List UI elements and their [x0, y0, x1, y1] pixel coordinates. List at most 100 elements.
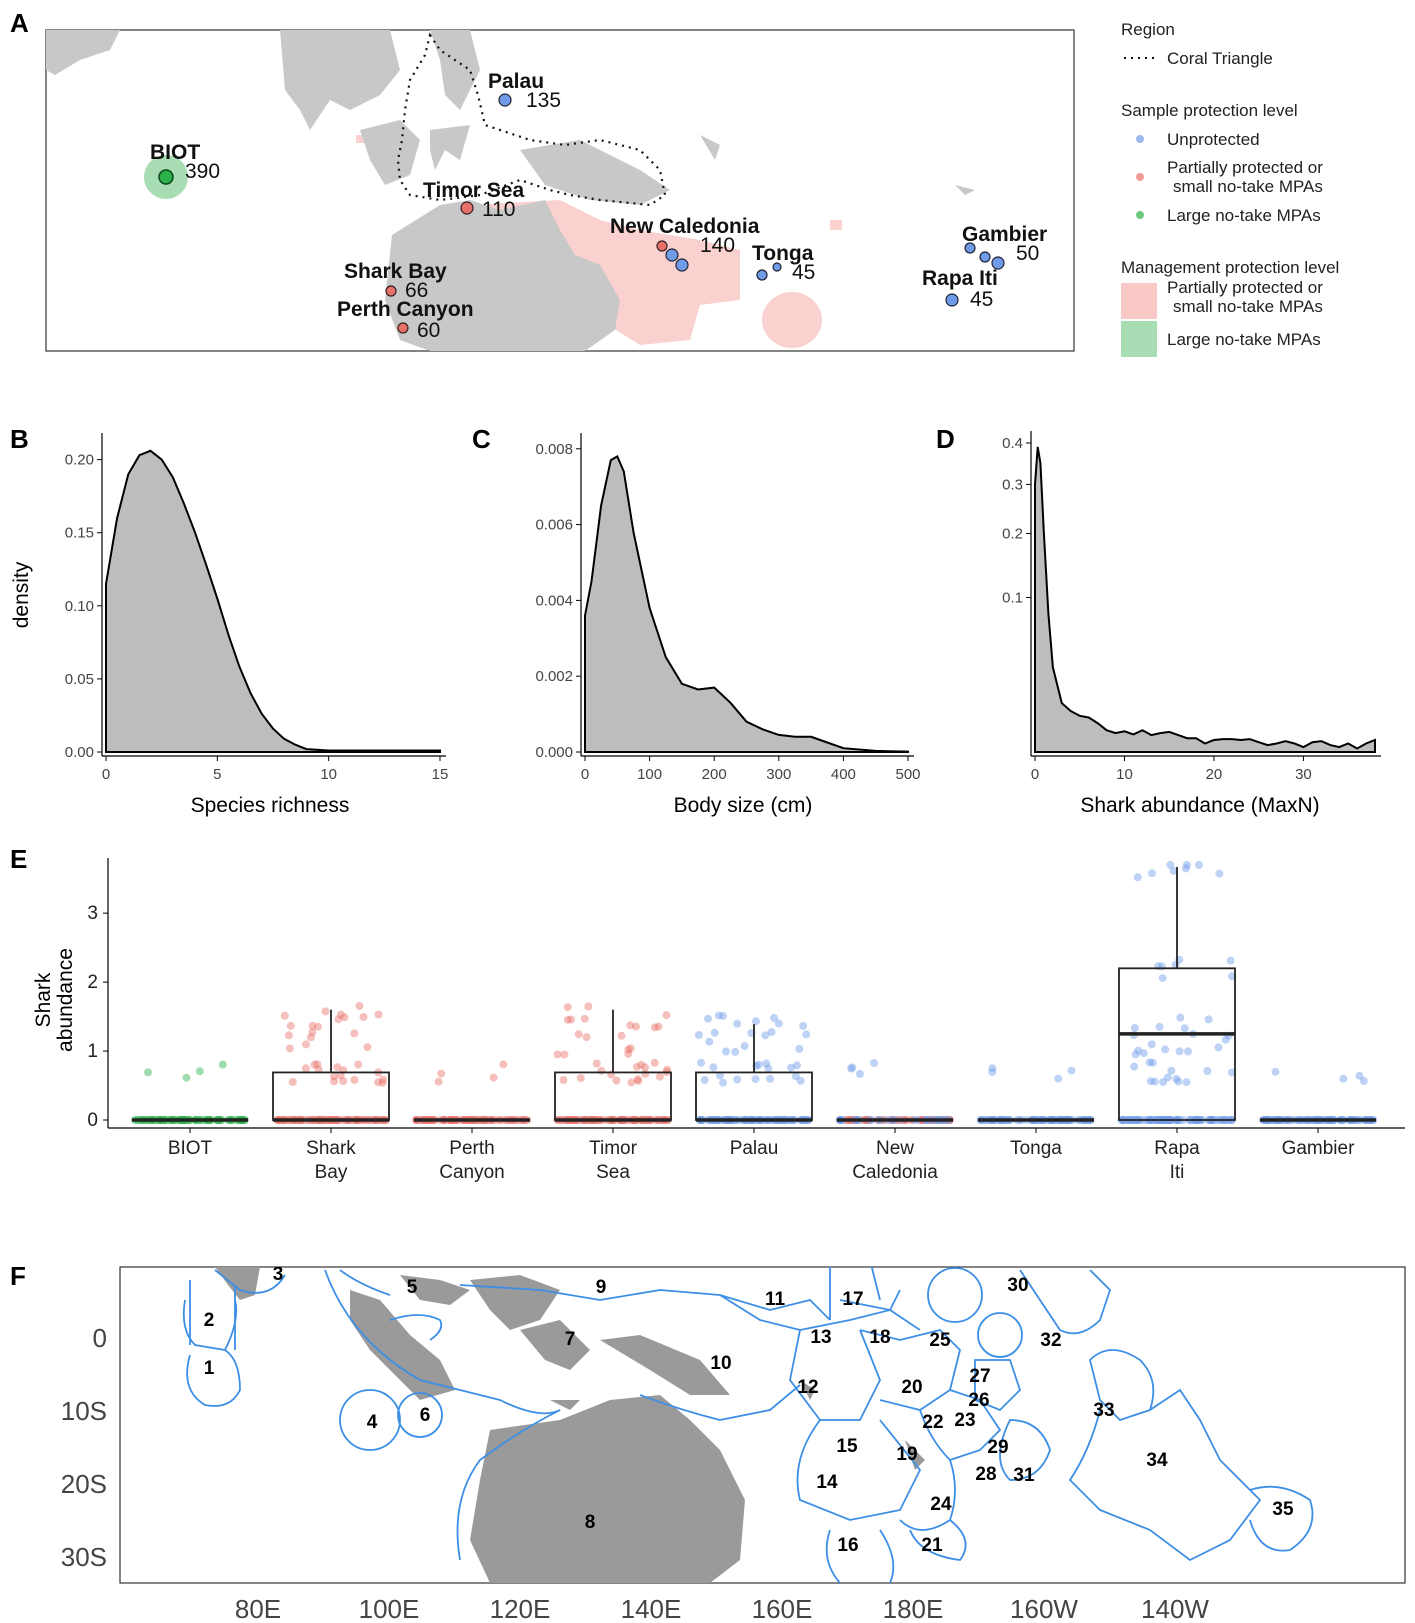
e-jitter-point	[714, 1011, 723, 1020]
c-ytick-label: 0.002	[535, 668, 573, 685]
legend-dot-partial	[1136, 173, 1144, 181]
e-jitter-point	[1167, 1066, 1176, 1075]
e-y-axis-label-1: Shark	[32, 972, 55, 1027]
e-jitter-point	[655, 1072, 664, 1081]
f-xtick-140e: 140E	[621, 1594, 682, 1623]
f-xtick-80e: 80E	[235, 1594, 281, 1623]
e-jitter-point	[751, 1075, 760, 1084]
e-jitter-point	[1203, 1067, 1212, 1075]
eco-label-18: 18	[869, 1327, 890, 1348]
site-count-palau: 135	[526, 89, 561, 112]
e-jitter-point	[799, 1022, 808, 1030]
e-jitter-point	[1195, 860, 1203, 869]
legend-sample-large: Large no-take MPAs	[1167, 206, 1321, 225]
f-ytick-20s: 20S	[61, 1469, 107, 1499]
eco-label-29: 29	[987, 1437, 1008, 1458]
e-jitter-point	[553, 1050, 562, 1059]
e-jitter-point	[1169, 866, 1178, 875]
e-jitter-point	[1175, 1047, 1184, 1056]
legend-dot-unprotected	[1136, 135, 1144, 143]
legend-sample-title: Sample protection level	[1121, 101, 1298, 120]
e-jitter-point	[774, 1019, 783, 1028]
e-jitter-point	[374, 1078, 383, 1087]
site-name-palau: Palau	[488, 70, 544, 93]
c-xtick-label: 100	[637, 766, 662, 783]
e-xtick-label: New	[876, 1138, 914, 1159]
f-ytick-0: 0	[93, 1323, 107, 1353]
e-jitter-point	[330, 1072, 338, 1081]
eco-label-1: 1	[204, 1358, 215, 1379]
f-xtick-160w: 160W	[1010, 1594, 1078, 1623]
site-name-shark-bay: Shark Bay	[344, 260, 447, 283]
e-jitter-point	[313, 1060, 322, 1069]
site-markers	[158, 93, 1005, 334]
e-jitter-point	[567, 1015, 575, 1024]
e-jitter-point	[378, 1078, 387, 1087]
e-jitter-point	[195, 1067, 204, 1076]
e-jitter-point	[870, 1059, 879, 1067]
eco-label-10: 10	[710, 1353, 731, 1374]
legend-swatch-large	[1121, 321, 1157, 357]
c-xtick-label: 0	[581, 766, 589, 783]
e-jitter-point	[791, 1072, 800, 1081]
eco-label-30: 30	[1007, 1275, 1028, 1296]
e-jitter-point	[848, 1063, 857, 1072]
ecoregion-numbers: 1 2 3 4 5 6 7 8 9 10 11 12 13 14 15 16 1…	[204, 1264, 1294, 1556]
e-jitter-point	[560, 1050, 569, 1059]
panel-label-b: B	[10, 424, 29, 454]
eco-label-12: 12	[797, 1377, 818, 1398]
e-jitter-point	[1180, 1024, 1189, 1033]
e-jitter-point	[855, 1069, 864, 1078]
d-ytick-label: 0.3	[1002, 476, 1023, 493]
e-jitter-point	[321, 1007, 330, 1016]
e-jitter-point	[710, 1028, 719, 1037]
e-jitter-point	[1148, 1058, 1157, 1067]
e-jitter-point	[1172, 1074, 1181, 1083]
e-jitter-point	[719, 1078, 727, 1087]
coral-triangle-outline	[396, 32, 667, 207]
e-jitter-point	[314, 1065, 323, 1074]
e-ytick-label: 1	[87, 1041, 98, 1062]
e-jitter-point	[1166, 860, 1175, 869]
e-jitter-point	[627, 1078, 636, 1087]
e-jitter-point	[740, 1042, 749, 1051]
e-jitter-point	[582, 1033, 591, 1042]
e-jitter-point	[350, 1075, 359, 1084]
e-jitter-point	[333, 1063, 342, 1072]
e-jitter-point	[697, 1058, 706, 1067]
eco-label-8: 8	[585, 1512, 596, 1533]
c-ytick-label: 0.006	[535, 517, 573, 534]
e-jitter-point	[306, 1033, 315, 1042]
d-density-area	[1034, 446, 1376, 753]
site-count-tonga: 45	[792, 261, 815, 284]
c-ytick-label: 0.004	[535, 592, 573, 609]
c-density-area	[584, 454, 909, 753]
eco-label-35: 35	[1272, 1499, 1294, 1520]
e-jitter-point	[662, 1011, 671, 1020]
site-name-biot: BIOT	[150, 141, 200, 164]
e-xtick-label: Tonga	[1010, 1138, 1062, 1159]
e-jitter-point	[308, 1028, 317, 1037]
e-jitter-point	[1182, 860, 1191, 869]
e-jitter-point	[499, 1060, 508, 1069]
eco-label-7: 7	[565, 1329, 576, 1350]
site-name-new-caledonia: New Caledonia	[610, 215, 760, 238]
eco-label-3: 3	[273, 1264, 284, 1285]
e-jitter-point	[637, 1060, 646, 1069]
e-jitter-point	[310, 1060, 319, 1069]
e-jitter-point	[1174, 1077, 1183, 1086]
d-x-axis-label: Shark abundance (MaxN)	[1080, 794, 1319, 817]
e-jitter-point	[1204, 1015, 1213, 1024]
eco-label-21: 21	[921, 1535, 943, 1556]
e-jitter-point	[632, 1062, 641, 1071]
eco-label-2: 2	[204, 1310, 215, 1331]
e-jitter-point	[314, 1022, 322, 1031]
b-xtick-label: 5	[213, 766, 221, 783]
e-jitter-point	[302, 1040, 310, 1049]
e-jitter-point	[733, 1075, 742, 1084]
e-jitter-point	[350, 1029, 359, 1038]
site-count-new-caledonia: 140	[700, 234, 735, 257]
density-chart-body-size: 0 100 200 300 400 500 0.000 0.002 0.004 0.006 0.00…	[535, 433, 921, 783]
e-xtick-label: Shark	[306, 1138, 356, 1159]
